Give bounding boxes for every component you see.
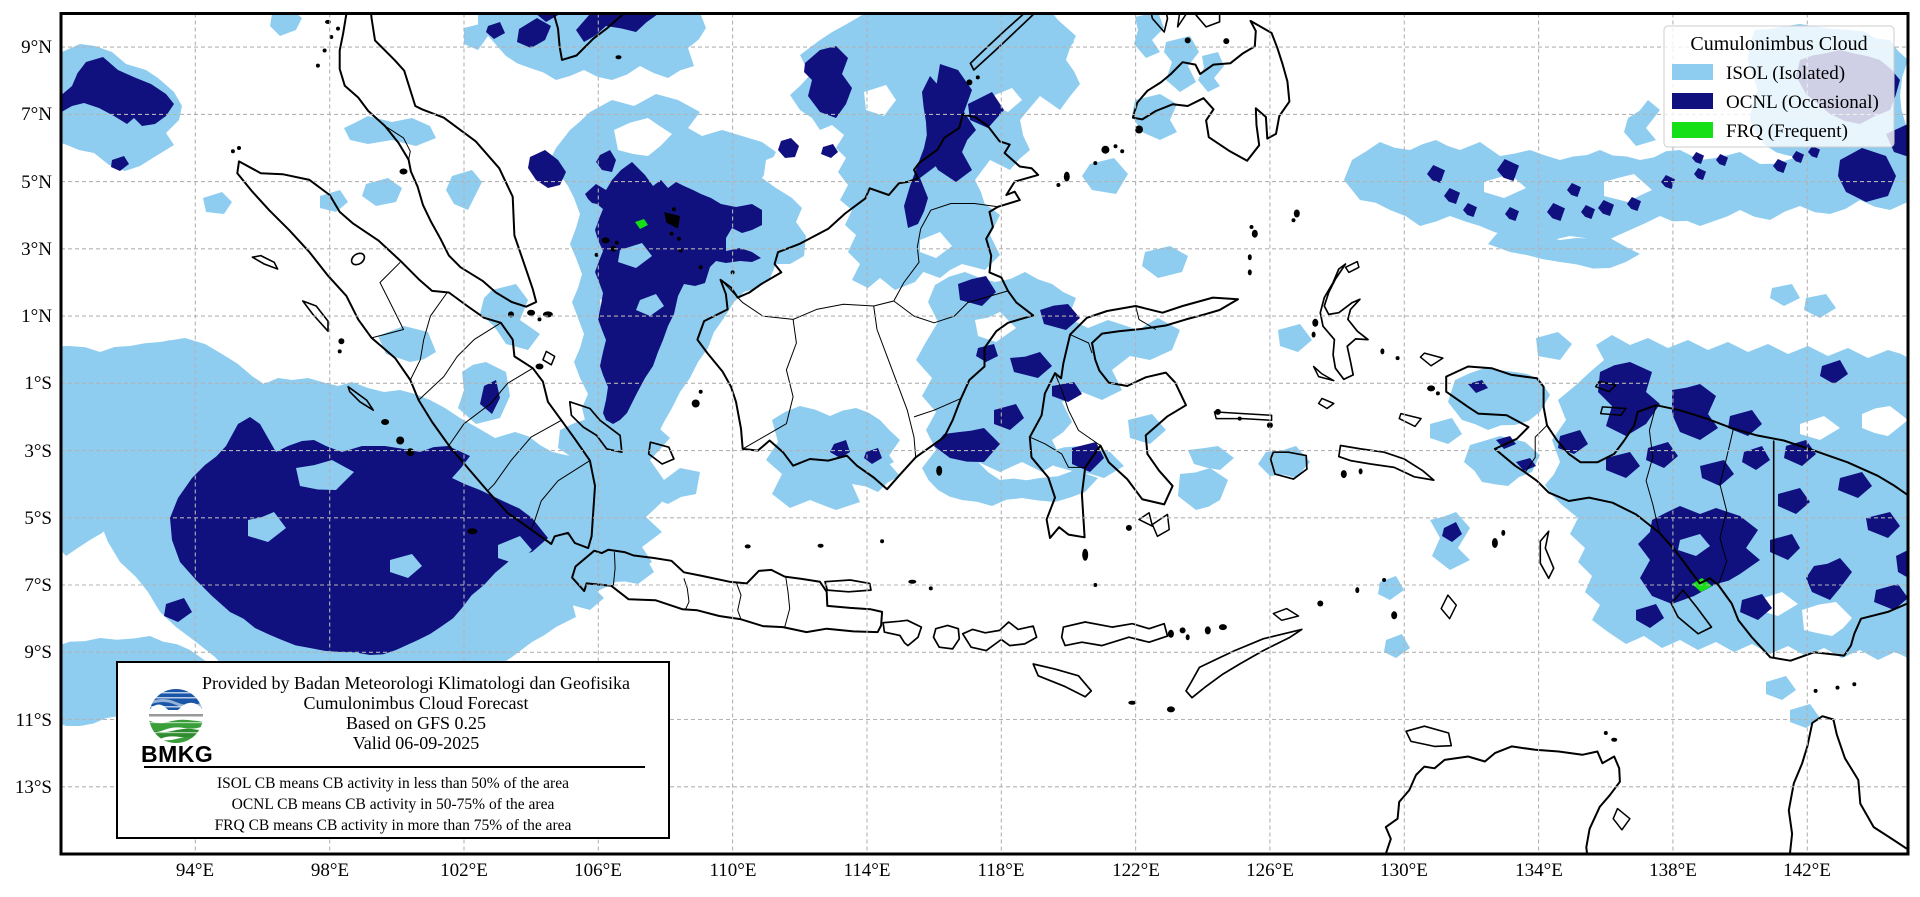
svg-text:5°N: 5°N	[21, 172, 52, 193]
svg-text:110°E: 110°E	[710, 860, 757, 881]
svg-text:3°S: 3°S	[24, 441, 52, 462]
svg-text:Valid 06-09-2025: Valid 06-09-2025	[353, 733, 479, 753]
svg-text:9°N: 9°N	[21, 37, 52, 58]
svg-text:Cumulonimbus Cloud Forecast: Cumulonimbus Cloud Forecast	[304, 693, 529, 713]
svg-text:11°S: 11°S	[16, 710, 52, 731]
svg-text:118°E: 118°E	[978, 860, 1025, 881]
svg-text:7°S: 7°S	[24, 575, 52, 596]
svg-text:BMKG: BMKG	[141, 741, 213, 767]
svg-text:138°E: 138°E	[1649, 860, 1697, 881]
svg-text:106°E: 106°E	[574, 860, 622, 881]
svg-text:Based on GFS 0.25: Based on GFS 0.25	[346, 713, 486, 733]
svg-text:1°S: 1°S	[24, 373, 52, 394]
svg-text:ISOL (Isolated): ISOL (Isolated)	[1726, 63, 1845, 84]
svg-text:1°N: 1°N	[21, 306, 52, 327]
svg-text:130°E: 130°E	[1380, 860, 1428, 881]
svg-text:98°E: 98°E	[311, 860, 349, 881]
svg-text:3°N: 3°N	[21, 239, 52, 260]
svg-text:13°S: 13°S	[15, 777, 52, 798]
svg-text:FRQ (Frequent): FRQ (Frequent)	[1726, 121, 1848, 142]
svg-text:FRQ CB means CB activity in mo: FRQ CB means CB activity in more than 75…	[215, 817, 572, 834]
svg-text:Provided by Badan Meteorologi: Provided by Badan Meteorologi Klimatolog…	[202, 673, 630, 693]
svg-text:OCNL (Occasional): OCNL (Occasional)	[1726, 92, 1879, 113]
svg-text:7°N: 7°N	[21, 104, 52, 125]
svg-text:OCNL CB means CB activity in 5: OCNL CB means CB activity in 50-75% of t…	[232, 796, 555, 813]
svg-text:134°E: 134°E	[1515, 860, 1563, 881]
svg-text:114°E: 114°E	[844, 860, 891, 881]
svg-text:126°E: 126°E	[1246, 860, 1294, 881]
svg-text:142°E: 142°E	[1783, 860, 1831, 881]
svg-text:94°E: 94°E	[176, 860, 214, 881]
svg-text:102°E: 102°E	[440, 860, 488, 881]
svg-text:ISOL CB means CB activity in l: ISOL CB means CB activity in less than 5…	[217, 775, 569, 792]
svg-text:9°S: 9°S	[24, 642, 52, 663]
svg-text:Cumulonimbus Cloud: Cumulonimbus Cloud	[1690, 33, 1867, 55]
svg-text:5°S: 5°S	[24, 508, 52, 529]
svg-text:122°E: 122°E	[1112, 860, 1160, 881]
